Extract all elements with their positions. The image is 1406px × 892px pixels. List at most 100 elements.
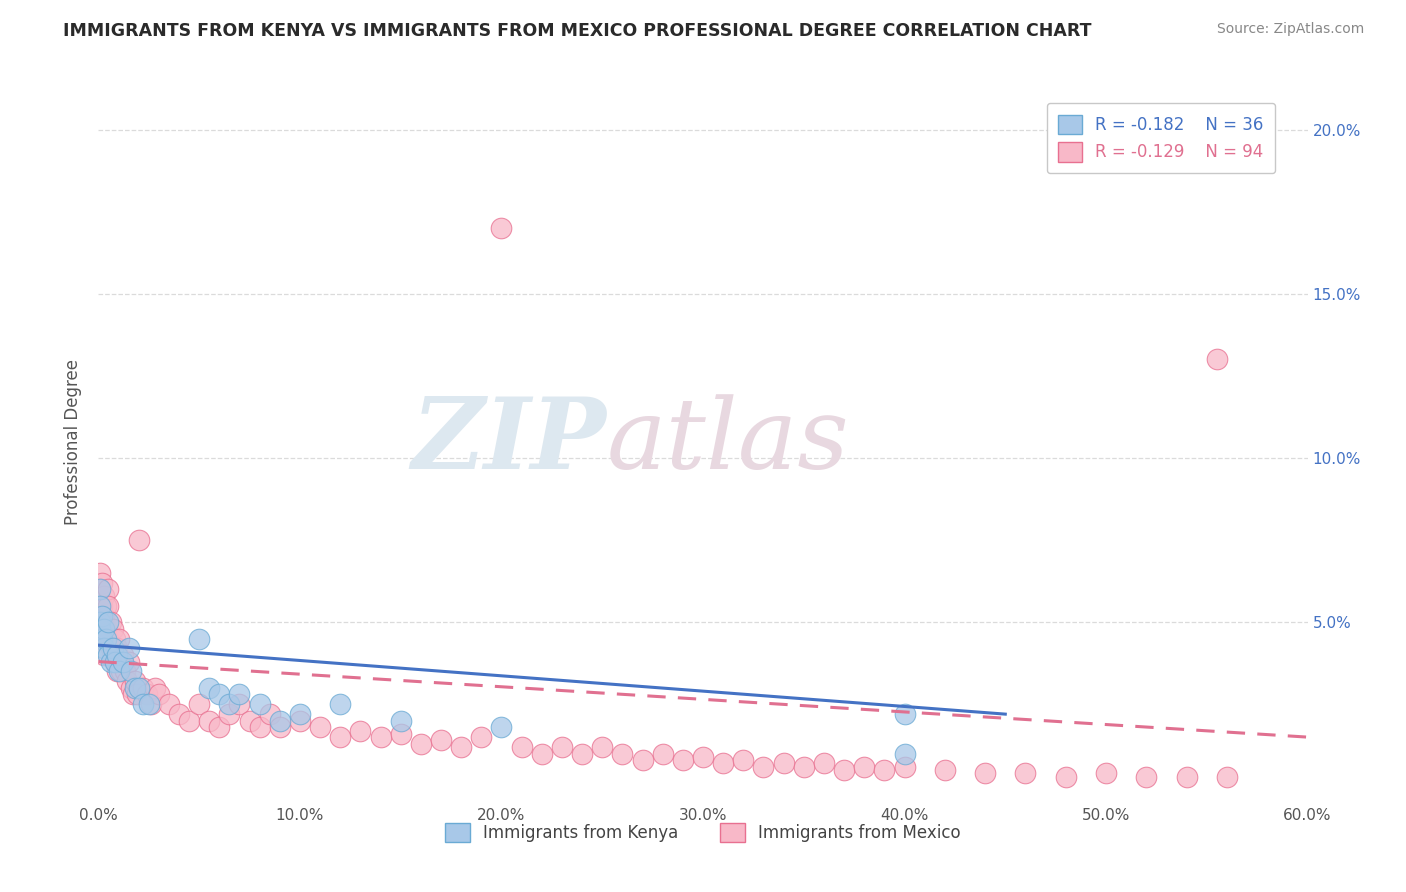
Point: [101, 641, 124, 656]
Point: [97, 582, 120, 597]
Point: [91, 599, 114, 613]
Point: [120, 681, 142, 695]
Point: [128, 681, 150, 695]
Point: [100, 615, 122, 630]
Text: atlas: atlas: [606, 394, 849, 489]
Point: [491, 221, 513, 235]
Point: [89, 632, 111, 646]
Point: [110, 665, 132, 679]
Point: [409, 737, 432, 751]
Point: [349, 723, 371, 738]
Point: [228, 698, 250, 712]
Point: [1135, 770, 1157, 784]
Point: [111, 655, 134, 669]
Point: [551, 739, 574, 754]
Point: [89, 615, 111, 630]
Point: [143, 681, 166, 695]
Point: [96, 622, 118, 636]
Point: [118, 655, 141, 669]
Point: [893, 747, 915, 761]
Point: [107, 665, 129, 679]
Point: [631, 753, 654, 767]
Point: [813, 756, 835, 771]
Point: [832, 763, 855, 777]
Text: Source: ZipAtlas.com: Source: ZipAtlas.com: [1216, 22, 1364, 37]
Point: [208, 720, 231, 734]
Point: [450, 739, 472, 754]
Point: [974, 766, 997, 780]
Point: [692, 749, 714, 764]
Point: [100, 641, 122, 656]
Point: [89, 582, 111, 597]
Point: [218, 698, 240, 712]
Point: [772, 756, 794, 771]
Point: [1054, 770, 1077, 784]
Point: [101, 648, 124, 662]
Point: [139, 698, 162, 712]
Point: [612, 747, 634, 761]
Point: [93, 632, 115, 646]
Point: [733, 753, 755, 767]
Point: [853, 760, 876, 774]
Point: [157, 698, 180, 712]
Y-axis label: Professional Degree: Professional Degree: [65, 359, 83, 524]
Point: [100, 655, 122, 669]
Point: [1206, 352, 1229, 367]
Point: [651, 747, 673, 761]
Point: [228, 687, 250, 701]
Point: [89, 622, 111, 636]
Point: [530, 747, 553, 761]
Point: [91, 608, 114, 623]
Point: [389, 727, 412, 741]
Point: [259, 707, 281, 722]
Point: [91, 632, 114, 646]
Point: [218, 707, 240, 722]
Point: [893, 707, 915, 722]
Point: [107, 632, 129, 646]
Point: [91, 575, 114, 590]
Point: [105, 641, 128, 656]
Point: [389, 714, 412, 728]
Point: [249, 720, 271, 734]
Point: [89, 599, 111, 613]
Point: [329, 698, 352, 712]
Point: [1216, 770, 1239, 784]
Point: [1175, 770, 1198, 784]
Point: [198, 681, 221, 695]
Point: [91, 622, 114, 636]
Point: [124, 674, 146, 689]
Point: [97, 632, 120, 646]
Point: [249, 698, 271, 712]
Point: [269, 714, 291, 728]
Point: [135, 687, 157, 701]
Point: [111, 648, 134, 662]
Point: [124, 681, 146, 695]
Point: [103, 655, 125, 669]
Point: [97, 648, 120, 662]
Point: [167, 707, 190, 722]
Point: [269, 720, 291, 734]
Point: [114, 665, 136, 679]
Point: [591, 739, 613, 754]
Point: [309, 720, 332, 734]
Point: [510, 739, 533, 754]
Point: [120, 665, 142, 679]
Point: [208, 687, 231, 701]
Point: [96, 632, 118, 646]
Point: [1095, 766, 1118, 780]
Point: [128, 533, 150, 547]
Point: [97, 599, 120, 613]
Point: [93, 608, 115, 623]
Point: [101, 622, 124, 636]
Legend: Immigrants from Kenya, Immigrants from Mexico: Immigrants from Kenya, Immigrants from M…: [439, 816, 967, 848]
Point: [132, 698, 155, 712]
Point: [571, 747, 593, 761]
Point: [89, 582, 111, 597]
Point: [288, 707, 311, 722]
Point: [93, 589, 115, 603]
Point: [873, 763, 896, 777]
Point: [105, 648, 128, 662]
Point: [125, 687, 148, 701]
Point: [118, 641, 141, 656]
Point: [93, 648, 115, 662]
